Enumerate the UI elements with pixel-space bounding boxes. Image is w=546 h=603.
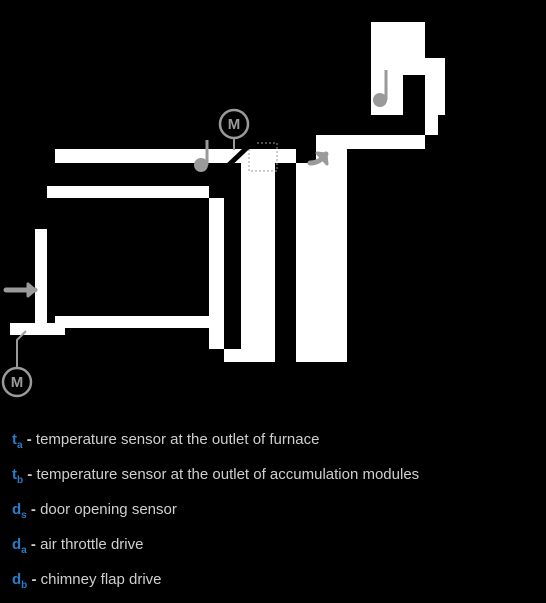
legend: ta - temperature sensor at the outlet of… xyxy=(12,425,532,600)
legend-line: tb - temperature sensor at the outlet of… xyxy=(12,460,532,495)
legend-line: ds - door opening sensor xyxy=(12,495,532,530)
svg-text:M: M xyxy=(11,374,24,391)
legend-line: ta - temperature sensor at the outlet of… xyxy=(12,425,532,460)
legend-line: db - chimney flap drive xyxy=(12,565,532,600)
furnace-label: Furnace xyxy=(78,272,152,294)
schematic-svg: MM xyxy=(0,0,546,400)
furnace-schematic: MM Furnace xyxy=(0,0,546,400)
legend-line: da - air throttle drive xyxy=(12,530,532,565)
svg-text:M: M xyxy=(228,116,241,133)
